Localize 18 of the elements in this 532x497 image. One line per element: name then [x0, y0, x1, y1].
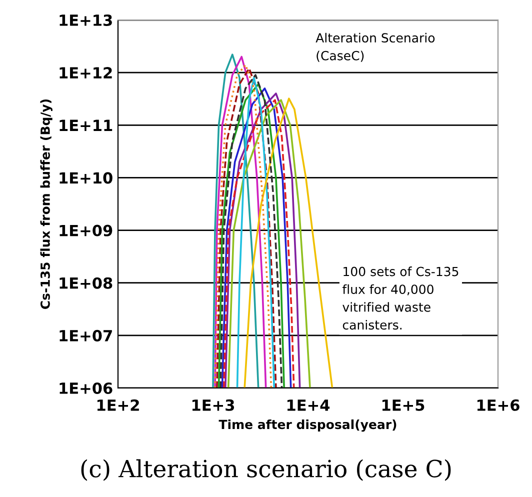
y-tick-label: 1E+12 [60, 67, 112, 78]
y-axis-title: Cs-135 flux from buffer (Bq/y) [40, 99, 52, 309]
x-tick-label: 1E+2 [97, 399, 139, 411]
y-tick-label: 1E+06 [60, 382, 112, 394]
y-tick-label: 1E+07 [60, 330, 112, 342]
y-tick-label: 1E+08 [60, 277, 112, 289]
x-tick-label: 1E+3 [192, 399, 234, 411]
y-tick-label: 1E+11 [60, 120, 112, 131]
annotation: 100 sets of Cs-135 flux for 40,000 vitrified waste canisters. [342, 266, 458, 330]
y-tick-label: 1E+10 [60, 172, 112, 184]
y-tick-label: 1E+13 [60, 14, 112, 26]
x-tick-label: 1E+5 [382, 400, 424, 411]
x-axis-title: Time after disposal(year) [218, 419, 396, 432]
x-tick-label: 1E+4 [287, 400, 330, 411]
x-tick-label: 1E+6 [477, 399, 520, 411]
annotation: Alteration Scenario (CaseC) [316, 32, 435, 62]
text: (c) Alteration scenario (case C) [81, 459, 451, 481]
y-tick-label: 1E+09 [60, 224, 112, 236]
